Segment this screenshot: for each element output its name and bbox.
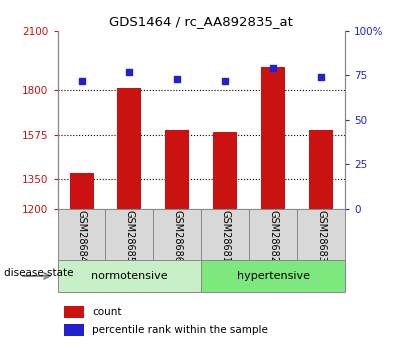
Text: percentile rank within the sample: percentile rank within the sample: [92, 325, 268, 335]
Point: [174, 76, 181, 82]
Point: [222, 78, 229, 83]
Bar: [64, 324, 84, 336]
Point: [78, 78, 85, 83]
Text: GSM28683: GSM28683: [316, 210, 326, 263]
Bar: [165, 130, 189, 209]
Bar: [309, 130, 333, 209]
Bar: [261, 67, 285, 209]
Text: normotensive: normotensive: [91, 271, 168, 281]
Text: count: count: [92, 307, 122, 317]
Bar: [64, 306, 84, 318]
Point: [270, 66, 277, 71]
Bar: [118, 88, 141, 209]
Point: [126, 69, 133, 75]
Bar: [69, 173, 94, 209]
Bar: [213, 132, 237, 209]
Text: GSM28682: GSM28682: [268, 210, 278, 263]
Text: GSM28686: GSM28686: [173, 210, 182, 263]
Text: disease state: disease state: [4, 268, 74, 278]
Bar: [201, 260, 345, 292]
Title: GDS1464 / rc_AA892835_at: GDS1464 / rc_AA892835_at: [109, 16, 293, 29]
Bar: [58, 260, 201, 292]
Text: hypertensive: hypertensive: [237, 271, 310, 281]
Text: GSM28684: GSM28684: [76, 210, 86, 263]
Text: GSM28681: GSM28681: [220, 210, 230, 263]
Text: GSM28685: GSM28685: [125, 210, 134, 263]
Point: [318, 75, 325, 80]
